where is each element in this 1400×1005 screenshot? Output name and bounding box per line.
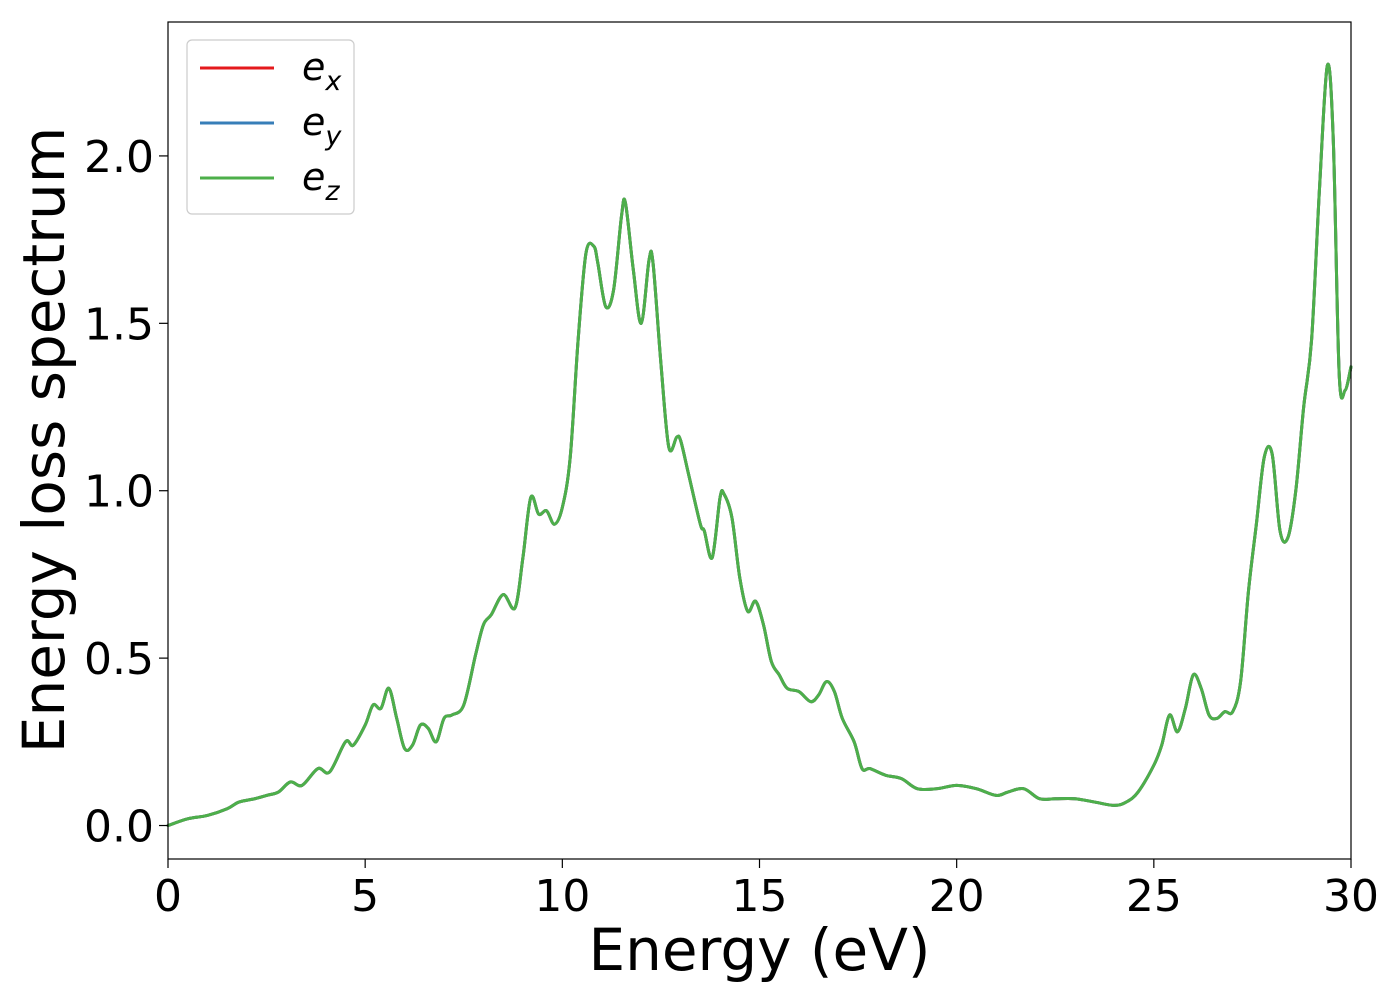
x-tick-label: 15 [732, 871, 788, 922]
legend-label-subscript: z [324, 176, 340, 207]
series-layer [166, 62, 1353, 828]
y-tick-label: 2.0 [84, 132, 154, 183]
legend-label-e-z: ez [302, 155, 340, 207]
legend-label-subscript: y [324, 121, 342, 152]
y-axis-ticks: 0.0 0.5 1.0 1.5 2.0 [84, 132, 168, 853]
y-tick-label: 1.0 [84, 467, 154, 518]
x-axis-ticks: 0 5 10 15 20 25 30 [154, 859, 1379, 922]
x-axis-label: Energy (eV) [588, 916, 930, 984]
legend-frame [186, 39, 355, 215]
x-tick-label: 10 [534, 871, 590, 922]
series-line-e-z [166, 62, 1353, 828]
legend-label-e-x: ex [302, 45, 342, 97]
x-tick-label: 25 [1126, 871, 1182, 922]
legend-label-base: e [302, 100, 325, 144]
x-tick-label: 5 [351, 871, 379, 922]
legend-label-base: e [302, 45, 325, 89]
y-tick-label: 0.5 [84, 634, 154, 685]
x-tick-label: 30 [1323, 871, 1379, 922]
y-tick-label: 0.0 [84, 802, 154, 853]
y-tick-label: 1.5 [84, 299, 154, 350]
legend-label-subscript: x [324, 66, 342, 97]
x-tick-label: 0 [154, 871, 182, 922]
y-axis-label: Energy loss spectrum [10, 127, 78, 753]
x-tick-label: 20 [929, 871, 985, 922]
legend-label-e-y: ey [302, 100, 342, 152]
plot-area-background [168, 22, 1351, 859]
legend-label-base: e [302, 155, 325, 199]
